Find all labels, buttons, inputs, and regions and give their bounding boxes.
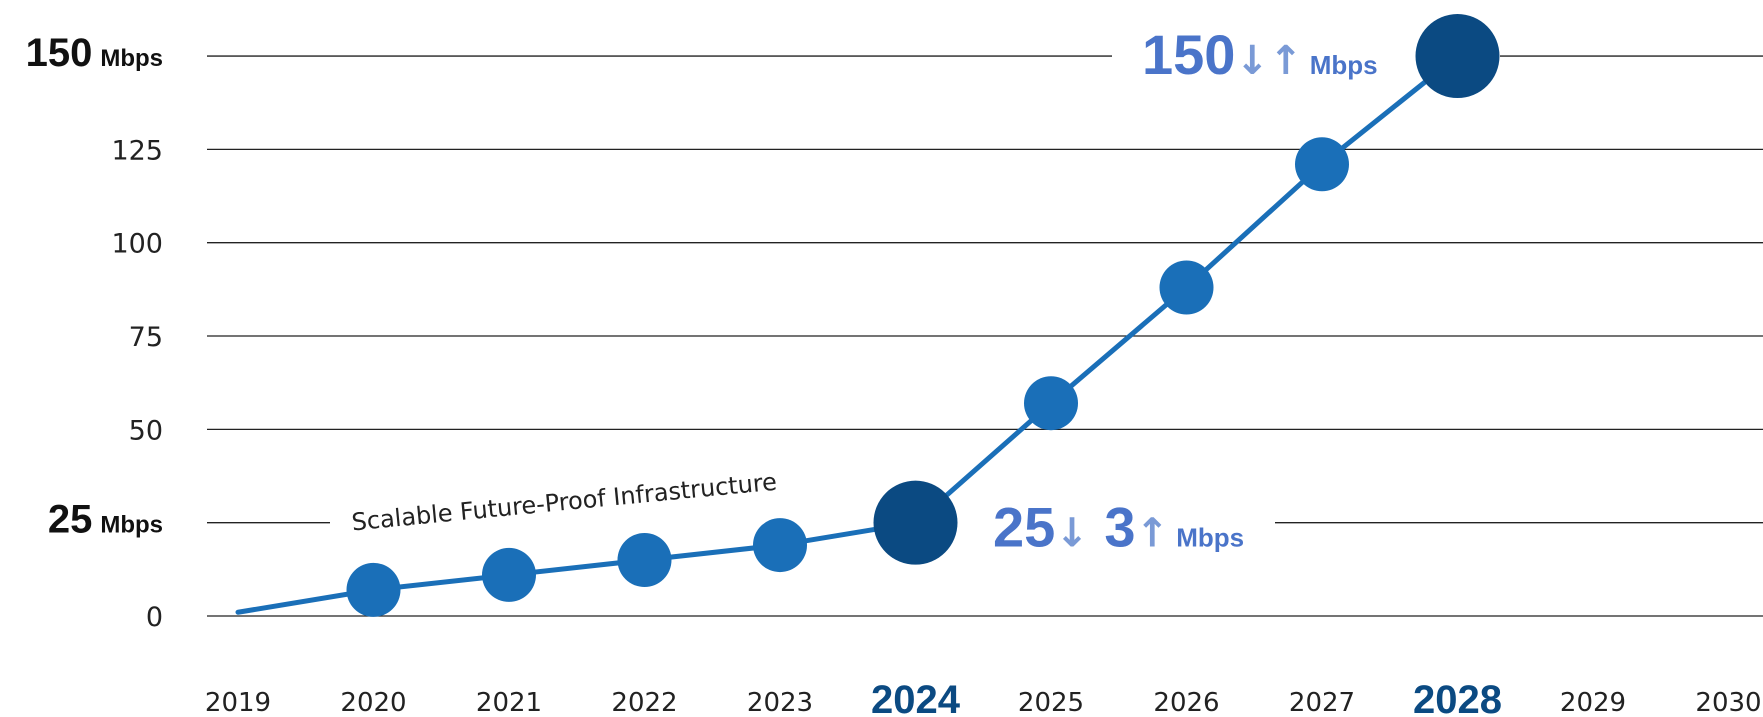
- y-tick-value: 150: [26, 31, 93, 75]
- data-point: [482, 547, 536, 602]
- y-tick-unit: Mbps: [100, 512, 163, 539]
- data-point: [1024, 376, 1078, 431]
- y-axis-ticks: 0 25 Mbps 50 75 100 125 150 Mbps: [26, 31, 163, 633]
- x-tick-label: 2026: [1153, 688, 1219, 717]
- highlight-point: [1415, 14, 1500, 99]
- y-tick-value: 25: [48, 498, 93, 542]
- y-tick-label: 100: [111, 229, 163, 260]
- x-tick-label: 2021: [476, 688, 542, 717]
- data-point: [1295, 137, 1349, 192]
- x-tick-label: 2024: [871, 678, 961, 717]
- x-tick-label: 2022: [611, 688, 677, 717]
- x-tick-label: 2020: [340, 688, 406, 717]
- x-tick-label: 2023: [747, 688, 813, 717]
- data-point: [617, 533, 672, 588]
- series-line-layer: [235, 53, 1460, 615]
- series-line: [235, 53, 1460, 615]
- annotation-unit: Mbps: [1302, 50, 1377, 80]
- annotation-big: 25: [993, 496, 1055, 559]
- x-tick-label: 2028: [1413, 678, 1502, 717]
- data-point: [1159, 260, 1214, 315]
- y-tick-label: 25 Mbps: [48, 498, 163, 542]
- x-tick-label: 2025: [1018, 688, 1084, 717]
- data-point: [753, 518, 807, 573]
- y-tick-label: 0: [146, 602, 163, 633]
- x-tick-label: 2027: [1289, 688, 1355, 717]
- y-tick-label: 50: [129, 415, 163, 446]
- annotation-big: 150: [1142, 23, 1235, 86]
- annotation-unit: Mbps: [1169, 523, 1244, 553]
- annotation-big: 3: [1089, 496, 1136, 559]
- annotation-arrow: ↓↑: [1235, 38, 1302, 84]
- y-tick-unit: Mbps: [100, 45, 163, 72]
- annotation-arrow: ↑: [1136, 511, 1170, 557]
- series-points: [346, 14, 1500, 617]
- y-tick-label: 150 Mbps: [26, 31, 163, 75]
- x-tick-label: 2029: [1560, 688, 1626, 717]
- annotations: Scalable Future-Proof Infrastructure 25↓ …: [350, 23, 1377, 559]
- highlight-point: [873, 480, 958, 565]
- speed-annotation: 150↓↑ Mbps: [1142, 23, 1378, 86]
- gridlines: [207, 55, 1763, 617]
- x-tick-label: 2030: [1695, 688, 1761, 717]
- x-tick-label: 2019: [205, 688, 271, 717]
- y-tick-label: 125: [111, 135, 163, 166]
- y-tick-label: 75: [129, 322, 163, 353]
- data-point: [346, 562, 401, 617]
- x-axis-ticks: 2019 2020 2021 2022 2023 2024 2025 2026 2027 2028…: [205, 678, 1762, 717]
- curve-label: Scalable Future-Proof Infrastructure: [350, 468, 778, 537]
- annotation-arrow: ↓: [1055, 511, 1089, 557]
- speed-annotation: 25↓ 3↑ Mbps: [993, 496, 1244, 559]
